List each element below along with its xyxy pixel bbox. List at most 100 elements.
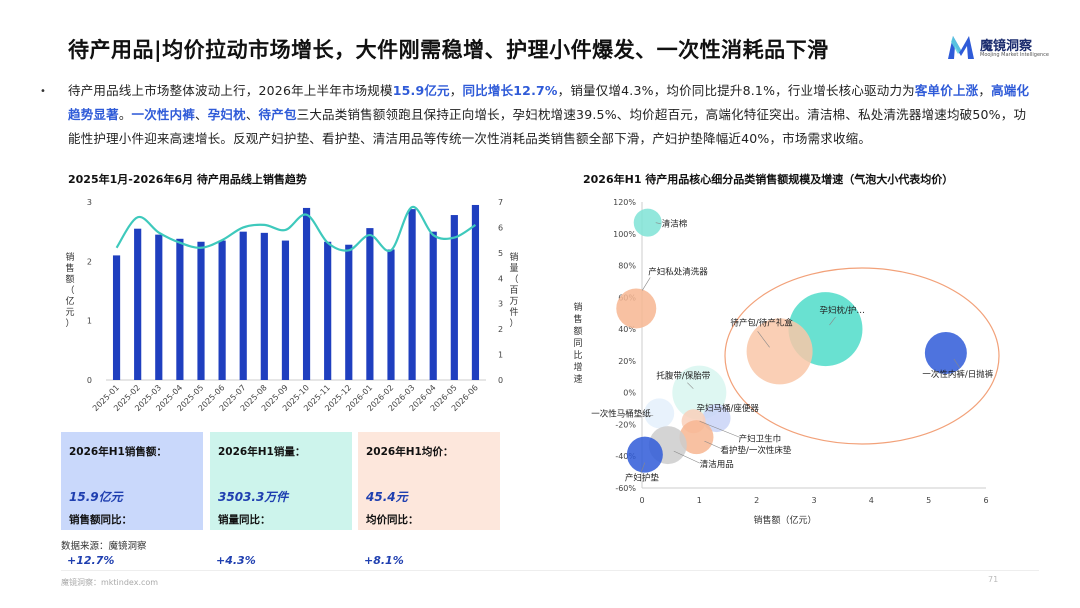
y-axis-label: 销售额（亿元） (65, 251, 74, 329)
y-tick-label: 20% (618, 357, 636, 366)
summary-text: 、 (245, 107, 259, 122)
kpi-yoy-label: 销售额同比： (69, 514, 132, 526)
y-tick-label: 3 (87, 198, 92, 207)
kpi-card-volume: 2026年H1销量： 3503.3万件 销量同比： (210, 432, 352, 530)
bar (281, 240, 290, 380)
bubble-label: 清洁用品 (700, 459, 734, 470)
bar (134, 228, 142, 380)
kpi-heading: 2026年H1销量： (218, 446, 306, 458)
footer-divider (61, 570, 1039, 571)
summary-text: 待产用品线上市场整体波动上行，2026年上半年市场规模 (68, 83, 393, 98)
bar (324, 241, 332, 380)
summary-highlight: 孕妇枕 (207, 107, 246, 122)
bubble-label: 产妇卫生巾 (739, 433, 782, 444)
leader-line (642, 277, 651, 291)
x-tick-label: 5 (926, 496, 931, 505)
y-tick-label: 1 (87, 317, 92, 326)
summary-highlight: 同比增长12.7% (462, 83, 558, 98)
summary-paragraph: 待产用品线上市场整体波动上行，2026年上半年市场规模15.9亿元，同比增长12… (68, 79, 1030, 151)
kpi-heading: 2026年H1销售额： (69, 446, 167, 458)
leader-line (699, 420, 740, 438)
kpi-card-sales: 2026年H1销售额： 15.9亿元 销售额同比： (61, 432, 203, 530)
y2-tick-label: 0 (498, 376, 503, 385)
summary-text: 三大品类销售额领跑且保持正向增长，孕妇枕增速39.5%、均价超百元，高端化特征突… (68, 107, 1027, 146)
x-tick-label: 6 (983, 496, 988, 505)
summary-text: ， (978, 83, 992, 98)
summary-highlight: 一次性内裤 (131, 107, 196, 122)
bar (176, 238, 184, 380)
volume-line (115, 205, 477, 253)
footer-text: 魔镜洞察：mktindex.com (61, 578, 159, 587)
x-tick-label: 1 (697, 496, 702, 505)
x-axis-label: 销售额（亿元） (753, 514, 816, 526)
bar (155, 234, 163, 380)
summary-text: ，销量仅增4.3%，均价同比提升8.1%，行业增长核心驱动力为 (557, 83, 915, 98)
bubble (746, 318, 813, 385)
summary-highlight: 15.9亿元 (392, 83, 450, 98)
bar (450, 215, 458, 380)
summary-highlight: 客单价上涨 (914, 83, 979, 98)
bar (302, 207, 311, 380)
bubble (679, 420, 714, 455)
bar (429, 231, 437, 380)
bubble-label: 托腹带/保胎带 (656, 371, 710, 382)
y-tick-label: -40% (615, 452, 636, 461)
kpi-heading: 2026年H1均价： (366, 446, 454, 458)
bubble-label: 一次性马桶垫纸 (591, 408, 651, 419)
bar (112, 255, 121, 380)
kpi-yoy-value-price: +8.1% (364, 554, 404, 567)
bubble-chart: -60%-40%-20%0%20%40%60%80%100%120%012345… (573, 198, 1000, 526)
y2-tick-label: 7 (498, 198, 503, 207)
leader-line (829, 316, 836, 326)
summary-highlight: 待产包 (258, 107, 297, 122)
bubble-label: 待产包/待产礼盒 (730, 317, 793, 328)
logo-text: 魔镜洞察 (980, 39, 1033, 54)
bar (345, 244, 353, 380)
y-tick-label: -20% (615, 420, 636, 429)
data-source: 数据来源：魔镜洞察 (61, 541, 147, 552)
bar (366, 228, 374, 380)
left-chart-title: 2025年1月-2026年6月 待产用品线上销售趋势 (68, 173, 307, 186)
bullet-icon: • (40, 86, 46, 97)
leader-line (655, 222, 661, 224)
sales-trend-chart: 012301234567销售额（亿元）销量（百万件）2025-012025-02… (65, 198, 518, 413)
y2-tick-label: 3 (498, 300, 503, 309)
kpi-card-price: 2026年H1均价： 45.4元 均价同比： (358, 432, 500, 530)
y-tick-label: 0 (87, 376, 92, 385)
bubble-label: 孕妇马桶/座便器 (697, 403, 760, 414)
bubble-label: 一次性内裤/日抛裤 (922, 369, 993, 380)
kpi-yoy-label: 销量同比： (218, 514, 271, 526)
y-tick-label: 80% (618, 262, 636, 271)
bar (239, 231, 247, 380)
y-tick-label: 40% (618, 325, 636, 334)
kpi-yoy-value-sales: +12.7% (67, 554, 115, 567)
bar (260, 232, 268, 380)
leader-line (953, 358, 961, 369)
x-tick-label: 0 (639, 496, 644, 505)
y-tick-label: 0% (623, 389, 636, 398)
y2-tick-label: 4 (498, 274, 503, 283)
leader-line (640, 462, 646, 473)
y-tick-label: 2 (87, 257, 92, 266)
bar (387, 249, 395, 380)
y2-tick-label: 1 (498, 351, 503, 360)
summary-highlight: 高端化趋势显著 (68, 83, 1030, 122)
summary-text: 、 (195, 107, 208, 122)
kpi-value: 3503.3万件 (218, 490, 289, 504)
right-chart-title: 2026年H1 待产用品核心细分品类销售额规模及增速（气泡大小代表均价） (583, 173, 954, 186)
kpi-value: 15.9亿元 (69, 490, 123, 504)
bar (218, 240, 226, 380)
kpi-value: 45.4元 (366, 490, 408, 504)
logo-m-icon (948, 36, 974, 59)
bubble-label: 产妇私处清洗器 (648, 266, 708, 277)
bubble-label: 清洁棉 (662, 219, 688, 230)
bubble (626, 436, 663, 473)
y2-axis-label: 销量（百万件） (509, 251, 518, 329)
summary-text: 。 (118, 107, 132, 122)
bubble (633, 208, 662, 237)
highlight-ellipse (724, 267, 1000, 445)
y-axis-label: 销售额同比增速 (573, 301, 582, 385)
y-tick-label: 100% (613, 230, 636, 239)
summary-text: ， (449, 83, 463, 98)
bubble-label: 看护垫/一次性床垫 (720, 445, 791, 456)
